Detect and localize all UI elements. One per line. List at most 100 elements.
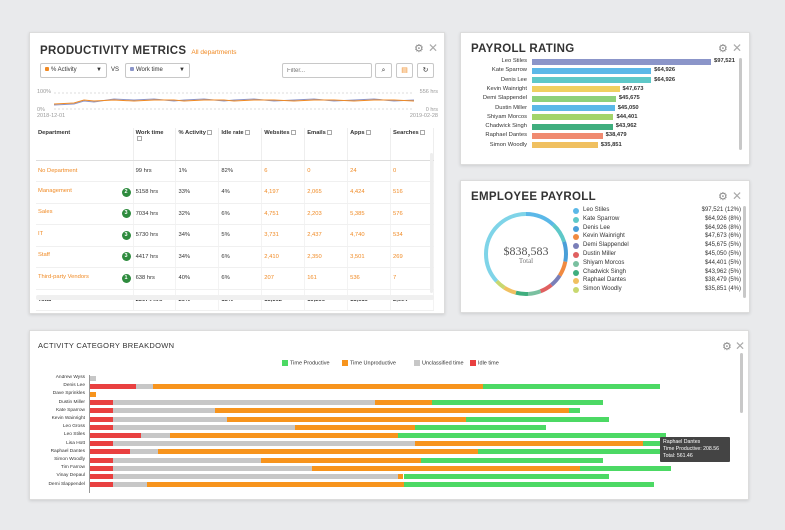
- cell-email[interactable]: 2,437: [304, 224, 349, 247]
- bar-segment-unprod[interactable]: [226, 416, 467, 422]
- cell-email[interactable]: 0: [304, 160, 349, 182]
- filter-icon[interactable]: [244, 130, 250, 135]
- legend-item[interactable]: Simon Woodly $35,851 (4%): [573, 286, 741, 295]
- filter-icon[interactable]: [290, 130, 296, 135]
- rating-bar[interactable]: [532, 142, 598, 149]
- search-button[interactable]: ⌕: [375, 63, 392, 78]
- cell-web[interactable]: 4,197: [261, 181, 306, 204]
- bar-segment-prod[interactable]: [420, 457, 603, 463]
- bar-segment-uncl[interactable]: [112, 400, 375, 406]
- cell-web[interactable]: 6: [261, 160, 306, 182]
- rating-bar[interactable]: [532, 132, 603, 139]
- cell-search[interactable]: 576: [390, 203, 434, 225]
- donut-slice[interactable]: [484, 212, 568, 296]
- rating-bar[interactable]: [532, 114, 614, 121]
- bar-segment-uncl[interactable]: [112, 424, 296, 430]
- legend-item[interactable]: Time Productive: [282, 360, 330, 366]
- bar-segment-idle[interactable]: [90, 482, 113, 488]
- column-header[interactable]: Websites: [261, 128, 306, 161]
- filter-icon[interactable]: [136, 136, 142, 141]
- close-icon[interactable]: ✕: [735, 339, 746, 353]
- legend-item[interactable]: Kate Sparrow $64,926 (8%): [573, 216, 741, 225]
- bar-segment-uncl[interactable]: [112, 416, 227, 422]
- cell-email[interactable]: 2,350: [304, 246, 349, 268]
- bar-segment-uncl[interactable]: [112, 473, 398, 479]
- legend-item[interactable]: Chadwick Singh $43,962 (5%): [573, 269, 741, 278]
- bar-segment-idle[interactable]: [90, 432, 142, 438]
- legend-item[interactable]: Unclassified time: [414, 360, 464, 366]
- bar-segment-unprod[interactable]: [169, 432, 398, 438]
- column-header[interactable]: Department: [36, 128, 134, 161]
- bar-segment-prod[interactable]: [466, 416, 609, 422]
- bar-segment-idle[interactable]: [90, 465, 113, 471]
- dept-cell[interactable]: No Department: [36, 160, 134, 182]
- cell-web[interactable]: 207: [261, 267, 306, 290]
- cell-email[interactable]: 2,065: [304, 181, 349, 204]
- bar-segment-uncl[interactable]: [112, 457, 261, 463]
- activity-scrollbar[interactable]: [740, 353, 743, 413]
- bar-segment-idle[interactable]: [90, 416, 113, 422]
- close-icon[interactable]: ✕: [732, 189, 743, 203]
- legend-item[interactable]: Raphael Dantes $38,479 (5%): [573, 277, 741, 286]
- bar-segment-uncl[interactable]: [112, 465, 313, 471]
- bar-segment-unprod[interactable]: [414, 441, 643, 447]
- column-header[interactable]: Emails: [304, 128, 349, 161]
- employee-payroll-scrollbar[interactable]: [743, 206, 746, 298]
- legend-item[interactable]: Leo Stiles $97,521 (12%): [573, 207, 741, 216]
- column-header[interactable]: Idle rate: [218, 128, 263, 161]
- bar-segment-prod[interactable]: [397, 432, 666, 438]
- bar-segment-prod[interactable]: [483, 383, 660, 389]
- dept-name[interactable]: Sales: [38, 209, 53, 216]
- gear-icon[interactable]: ⚙: [722, 341, 732, 353]
- bar-segment-prod[interactable]: [403, 482, 655, 488]
- bar-segment-uncl[interactable]: [135, 383, 153, 389]
- bar-segment-uncl[interactable]: [90, 375, 96, 381]
- column-header[interactable]: Apps: [347, 128, 391, 161]
- bar-segment-unprod[interactable]: [90, 391, 96, 397]
- dept-name[interactable]: No Department: [38, 167, 78, 174]
- bar-segment-unprod[interactable]: [152, 383, 484, 389]
- bar-segment-idle[interactable]: [90, 408, 113, 414]
- rating-bar[interactable]: [532, 58, 711, 65]
- bar-segment-idle[interactable]: [90, 441, 113, 447]
- column-header[interactable]: Work time: [133, 128, 177, 161]
- bar-segment-uncl[interactable]: [112, 482, 147, 488]
- cell-apps[interactable]: 5,385: [347, 203, 391, 225]
- cell-web[interactable]: 4,751: [261, 203, 306, 225]
- close-icon[interactable]: ✕: [732, 41, 743, 55]
- legend-item[interactable]: Idle time: [470, 360, 499, 366]
- filter-input[interactable]: [282, 63, 372, 78]
- filter-icon[interactable]: [206, 130, 212, 135]
- table-row[interactable]: Third-party Vendors 1 638 hrs 40% 6% 207 161 53…: [36, 267, 434, 290]
- cell-search[interactable]: 534: [390, 224, 434, 247]
- legend-item[interactable]: Demi Slappendel $45,675 (5%): [573, 242, 741, 251]
- gear-icon[interactable]: ⚙: [414, 43, 424, 55]
- table-scrollbar[interactable]: [430, 153, 433, 293]
- dept-cell[interactable]: Third-party Vendors 1: [36, 267, 134, 290]
- payroll-rating-scrollbar[interactable]: [739, 58, 742, 150]
- table-row[interactable]: Staff 3 4417 hrs 34% 6% 2,410 2,350 3,501 269: [36, 246, 434, 268]
- rating-bar[interactable]: [532, 77, 652, 84]
- bar-segment-idle[interactable]: [90, 473, 113, 479]
- cell-apps[interactable]: 4,424: [347, 181, 391, 204]
- filter-icon[interactable]: [326, 130, 332, 135]
- donut-slice[interactable]: [484, 212, 568, 296]
- bar-segment-prod[interactable]: [403, 473, 609, 479]
- cell-email[interactable]: 2,203: [304, 203, 349, 225]
- column-header[interactable]: % Activity: [175, 128, 220, 161]
- legend-item[interactable]: Shiyam Morcos $44,401 (5%): [573, 260, 741, 269]
- bar-segment-prod[interactable]: [432, 400, 603, 406]
- bar-segment-prod[interactable]: [568, 408, 581, 414]
- bar-segment-uncl[interactable]: [141, 432, 170, 438]
- cell-apps[interactable]: 4,740: [347, 224, 391, 247]
- rating-bar[interactable]: [532, 86, 620, 93]
- filter-icon[interactable]: [365, 130, 371, 135]
- cell-search[interactable]: 269: [390, 246, 434, 268]
- bar-segment-prod[interactable]: [414, 424, 546, 430]
- refresh-button[interactable]: ↻: [417, 63, 434, 78]
- dept-name[interactable]: Staff: [38, 252, 50, 259]
- dept-name[interactable]: Management: [38, 187, 72, 194]
- donut-slice[interactable]: [484, 212, 568, 296]
- bar-segment-unprod[interactable]: [215, 408, 569, 414]
- dept-cell[interactable]: Staff 3: [36, 246, 134, 268]
